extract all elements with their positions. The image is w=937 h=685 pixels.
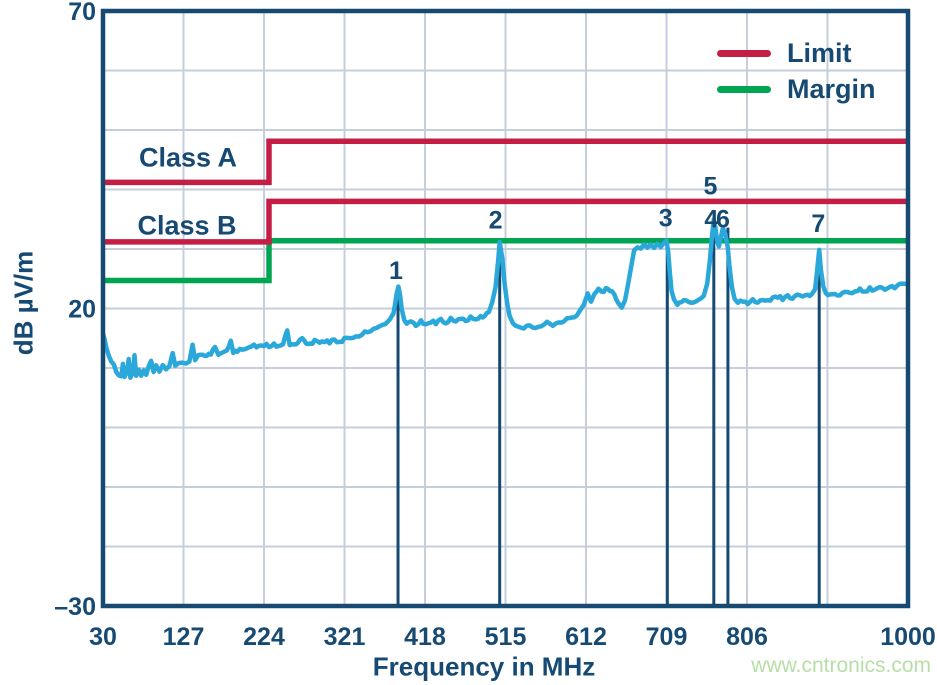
legend: Limit Margin (717, 35, 876, 107)
x-tick-label: 127 (163, 623, 205, 651)
legend-row-margin: Margin (717, 71, 876, 107)
watermark: www.cntronics.com (751, 654, 931, 677)
margin-line (103, 237, 908, 284)
legend-row-limit: Limit (717, 35, 876, 71)
plot-border (100, 8, 911, 609)
x-tick-label: 806 (726, 623, 768, 651)
y-tick-label: 20 (68, 296, 96, 324)
x-tick-label: 1000 (880, 623, 936, 651)
x-tick-label: 418 (404, 623, 446, 651)
class-a-label: Class A (138, 142, 238, 173)
peak-label-5: 5 (704, 172, 718, 200)
x-tick-label: 224 (243, 623, 285, 651)
y-tick-label: –30 (54, 593, 96, 621)
legend-label-limit: Limit (787, 37, 852, 68)
y-axis-title: dB µV/m (8, 250, 39, 356)
peak-label-4: 4 (704, 206, 718, 234)
class-b-limit-line (103, 198, 908, 245)
emissions-trace (100, 217, 909, 380)
class-a-limit-line (103, 138, 908, 186)
class-b-label: Class B (137, 210, 237, 241)
x-axis-title: Frequency in MHz (372, 651, 596, 682)
peak-label-7: 7 (811, 210, 825, 238)
legend-label-margin: Margin (787, 73, 876, 104)
peak-label-1: 1 (389, 257, 403, 285)
x-tick-label: 612 (565, 623, 607, 651)
x-tick-label: 321 (324, 623, 366, 651)
x-tick-label: 515 (485, 623, 527, 651)
x-tick-label: 709 (646, 623, 688, 651)
peak-label-6: 6 (716, 206, 730, 234)
peak-label-2: 2 (489, 206, 503, 234)
margin-line-swatch (717, 85, 771, 93)
limit-line-swatch (717, 49, 771, 57)
peak-label-3: 3 (659, 204, 673, 232)
x-tick-label: 30 (89, 623, 117, 651)
y-tick-label: 70 (68, 0, 96, 26)
